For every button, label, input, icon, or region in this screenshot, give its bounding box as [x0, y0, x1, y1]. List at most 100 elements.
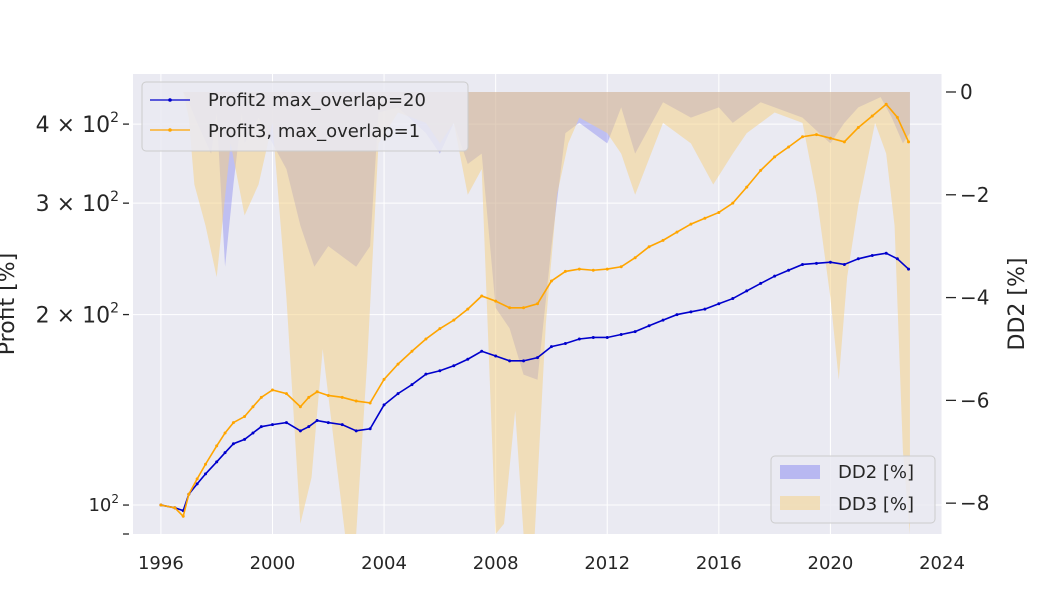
series-point-3	[563, 269, 567, 273]
series-point-2	[591, 335, 595, 339]
series-point-3	[195, 477, 199, 481]
series-point-2	[424, 372, 428, 376]
series-point-3	[354, 399, 358, 403]
series-point-2	[577, 337, 581, 341]
series-point-2	[452, 364, 456, 368]
profit-lines	[159, 102, 911, 518]
series-point-2	[251, 431, 255, 435]
series-point-2	[326, 421, 330, 425]
series-point-2	[563, 342, 567, 346]
series-point-3	[787, 145, 791, 149]
series-point-3	[173, 506, 177, 510]
series-point-2	[340, 423, 344, 427]
series-point-3	[703, 216, 707, 220]
series-point-3	[895, 115, 899, 119]
series-line-3	[160, 103, 910, 518]
y2-tick-label: −4	[960, 286, 989, 310]
series-point-2	[907, 267, 911, 271]
series-point-3	[181, 514, 185, 518]
series-point-2	[633, 330, 637, 334]
x-tick-label: 2008	[473, 553, 519, 574]
series-point-2	[438, 369, 442, 373]
series-point-2	[745, 289, 749, 293]
series-point-2	[856, 257, 860, 261]
legend-dd3-swatch	[780, 496, 820, 510]
x-axis-ticks: 1996 2000 2004 2008 2012 2016 2020 2024	[138, 553, 965, 574]
series-point-3	[187, 492, 191, 496]
legend-profit2-label: Profit2 max_overlap=20	[208, 90, 426, 111]
series-point-2	[410, 383, 414, 387]
series-point-3	[773, 155, 777, 159]
series-point-2	[215, 460, 219, 464]
series-point-3	[856, 126, 860, 130]
series-point-2	[259, 425, 263, 429]
x-tick-label: 2020	[808, 553, 854, 574]
series-point-3	[326, 393, 330, 397]
series-point-2	[508, 359, 512, 363]
series-point-2	[801, 262, 805, 266]
series-point-3	[717, 210, 721, 214]
y-tick-label: 3 × 102	[36, 189, 119, 217]
series-point-2	[270, 423, 274, 427]
x-tick-label: 2004	[361, 553, 407, 574]
y2-tick-label: −6	[960, 388, 989, 412]
series-point-3	[466, 307, 470, 311]
series-point-3	[759, 168, 763, 172]
legend-profit3-label: Profit3, max_overlap=1	[208, 121, 420, 142]
series-point-2	[243, 437, 247, 441]
series-point-3	[508, 306, 512, 310]
series-point-3	[577, 267, 581, 271]
series-point-2	[494, 354, 498, 358]
series-point-2	[354, 429, 358, 433]
series-point-2	[759, 281, 763, 285]
x-tick-label: 1996	[138, 553, 184, 574]
legend-dd2-swatch	[780, 465, 820, 479]
series-point-2	[480, 349, 484, 353]
series-point-3	[647, 245, 651, 249]
series-point-3	[661, 238, 665, 242]
series-point-2	[522, 359, 526, 363]
series-point-3	[231, 421, 235, 425]
legend-profit: Profit2 max_overlap=20 Profit3, max_over…	[141, 81, 469, 152]
series-point-3	[828, 136, 832, 140]
series-point-2	[814, 261, 818, 265]
y2-tick-label: −2	[960, 183, 989, 207]
series-point-2	[284, 421, 288, 425]
series-point-3	[842, 140, 846, 144]
series-point-3	[452, 318, 456, 322]
legend-drawdown: DD2 [%] DD3 [%]	[770, 455, 936, 524]
series-point-3	[870, 114, 874, 118]
series-point-2	[368, 427, 372, 431]
series-point-3	[591, 268, 595, 272]
series-point-2	[842, 262, 846, 266]
series-point-2	[661, 318, 665, 322]
series-point-3	[689, 222, 693, 226]
area-dd3-	[155, 91, 910, 534]
series-point-3	[382, 377, 386, 381]
series-point-3	[814, 133, 818, 137]
legend-profit2-marker	[168, 98, 172, 102]
series-point-3	[223, 431, 227, 435]
y-tick-label: 2 × 102	[36, 301, 119, 329]
series-point-3	[251, 405, 255, 409]
series-point-3	[675, 230, 679, 234]
series-point-3	[270, 388, 274, 392]
series-point-3	[298, 405, 302, 409]
x-tick-label: 2012	[584, 553, 630, 574]
series-point-3	[731, 201, 735, 205]
legend-dd2-label: DD2 [%]	[838, 462, 914, 483]
series-point-2	[895, 257, 899, 261]
series-point-2	[536, 356, 539, 360]
series-point-2	[466, 357, 470, 361]
series-point-2	[717, 302, 721, 306]
series-point-3	[536, 302, 539, 306]
series-point-2	[619, 333, 623, 337]
legend-profit-box	[141, 81, 469, 152]
y2-tick-label: 0	[960, 80, 973, 104]
series-point-3	[410, 349, 414, 353]
drawdown-areas	[155, 91, 910, 534]
series-point-3	[284, 392, 288, 396]
series-point-2	[828, 260, 832, 264]
series-point-3	[619, 265, 623, 269]
